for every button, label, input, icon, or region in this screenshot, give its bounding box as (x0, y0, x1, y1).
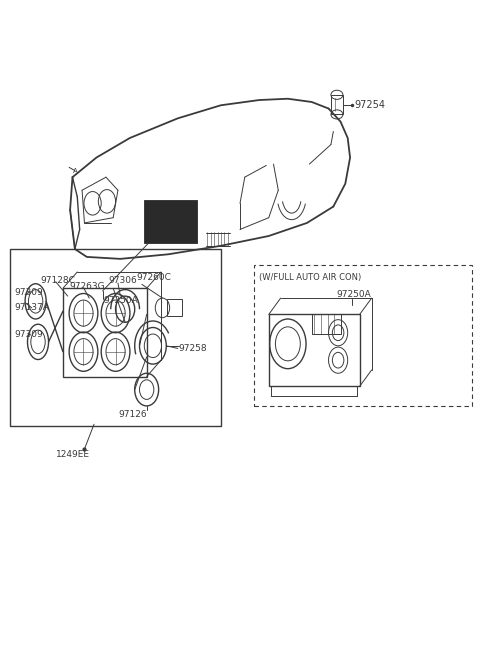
Bar (169, 228, 174, 238)
Bar (63, 288, 147, 377)
Bar (144, 200, 197, 242)
Circle shape (150, 219, 156, 227)
Text: 97309: 97309 (14, 288, 43, 297)
Circle shape (177, 214, 190, 231)
Text: 97254: 97254 (354, 100, 385, 109)
Bar (155, 228, 158, 238)
Circle shape (180, 219, 186, 227)
Bar (167, 299, 181, 316)
Bar (331, 95, 343, 115)
Circle shape (162, 214, 174, 231)
Bar (162, 228, 166, 238)
Bar (312, 314, 340, 334)
Text: 97250A: 97250A (336, 290, 371, 299)
Bar (177, 228, 181, 238)
Text: 97137A: 97137A (14, 303, 49, 312)
Text: 97126: 97126 (118, 410, 146, 419)
Text: 97260C: 97260C (137, 273, 171, 282)
Text: 97258: 97258 (179, 344, 207, 353)
Bar (185, 228, 189, 238)
Text: 97250A: 97250A (104, 296, 138, 305)
Bar (254, 265, 472, 406)
Bar (147, 228, 151, 238)
Text: 97128C: 97128C (40, 276, 75, 285)
Text: 97309: 97309 (14, 329, 43, 339)
Text: 1249EE: 1249EE (56, 450, 89, 458)
Bar (10, 249, 221, 426)
Text: A: A (72, 168, 77, 174)
Bar (269, 314, 360, 386)
Text: 97306: 97306 (109, 276, 138, 285)
Circle shape (165, 219, 171, 227)
Text: (W/FULL AUTO AIR CON): (W/FULL AUTO AIR CON) (259, 272, 361, 282)
Text: 97263G: 97263G (69, 282, 105, 291)
Circle shape (147, 214, 159, 231)
